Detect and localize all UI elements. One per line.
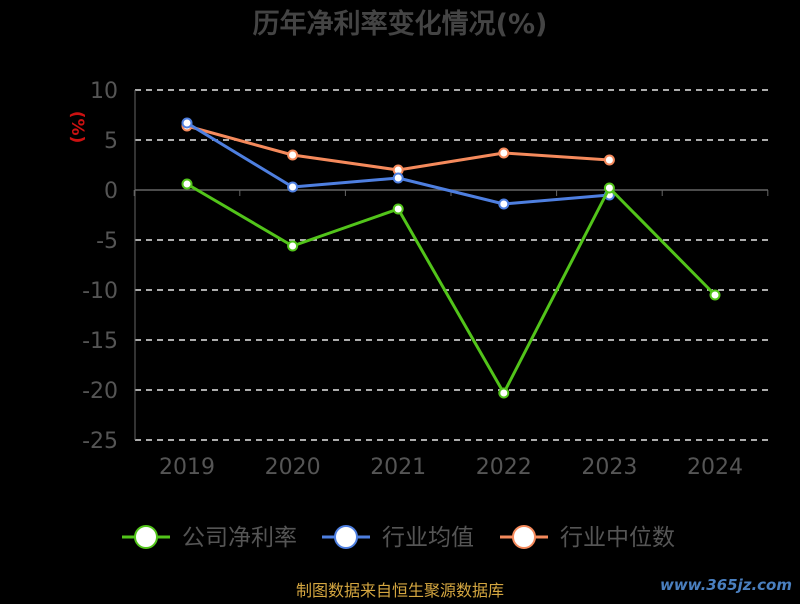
legend-item-1: 公司净利率 bbox=[122, 525, 297, 551]
legend-label: 行业均值 bbox=[382, 525, 474, 551]
y-tick-label: 10 bbox=[90, 79, 118, 104]
chart-title: 历年净利率变化情况(%) bbox=[253, 8, 548, 40]
y-tick-label: 0 bbox=[104, 179, 118, 204]
data-point bbox=[498, 387, 510, 399]
legend-swatch-marker bbox=[512, 525, 536, 549]
series-line bbox=[186, 121, 610, 206]
legend-label: 行业中位数 bbox=[560, 525, 675, 551]
x-tick-label: 2022 bbox=[476, 455, 532, 480]
legend-swatch-marker bbox=[334, 525, 358, 549]
series-1 bbox=[181, 178, 721, 399]
data-point bbox=[498, 198, 510, 210]
x-tick-label: 2023 bbox=[581, 455, 637, 480]
legend-item-3: 行业中位数 bbox=[500, 525, 675, 551]
series-2 bbox=[181, 117, 615, 210]
y-tick-label: -15 bbox=[82, 329, 118, 354]
y-tick-label: -20 bbox=[82, 379, 118, 404]
x-tick-label: 2024 bbox=[687, 455, 743, 480]
y-axis-label: (%) bbox=[67, 111, 87, 144]
series-lines bbox=[181, 117, 721, 399]
legend-swatch-marker bbox=[134, 525, 158, 549]
data-point bbox=[603, 154, 615, 166]
series-line bbox=[186, 124, 610, 172]
y-tick-label: -10 bbox=[82, 279, 118, 304]
y-tick-label: -25 bbox=[82, 429, 118, 454]
watermark: www.365jz.com bbox=[660, 576, 792, 594]
x-tick-label: 2019 bbox=[159, 455, 215, 480]
data-point bbox=[392, 203, 404, 215]
axes bbox=[133, 90, 769, 440]
y-tick-label: -5 bbox=[96, 229, 118, 254]
data-point bbox=[603, 182, 615, 194]
data-point bbox=[287, 149, 299, 161]
x-tick-label: 2021 bbox=[370, 455, 426, 480]
series-line bbox=[186, 182, 717, 395]
y-tick-label: 5 bbox=[104, 129, 118, 154]
data-point bbox=[287, 240, 299, 252]
legend: 公司净利率 行业均值 行业中位数 bbox=[122, 525, 675, 551]
series-3 bbox=[181, 120, 615, 176]
data-point bbox=[181, 117, 193, 129]
y-tick-labels: 10 5 0 -5 -10 -15 -20 -25 bbox=[82, 79, 118, 454]
legend-item-2: 行业均值 bbox=[322, 525, 474, 551]
data-point bbox=[498, 147, 510, 159]
x-tick-labels: 2019 2020 2021 2022 2023 2024 bbox=[159, 455, 743, 480]
x-tick-label: 2020 bbox=[265, 455, 321, 480]
data-point bbox=[287, 181, 299, 193]
data-point bbox=[181, 178, 193, 190]
legend-label: 公司净利率 bbox=[182, 525, 297, 551]
data-point bbox=[392, 172, 404, 184]
grid-lines bbox=[135, 89, 768, 441]
data-point bbox=[709, 289, 721, 301]
source-note: 制图数据来自恒生聚源数据库 bbox=[296, 581, 504, 600]
